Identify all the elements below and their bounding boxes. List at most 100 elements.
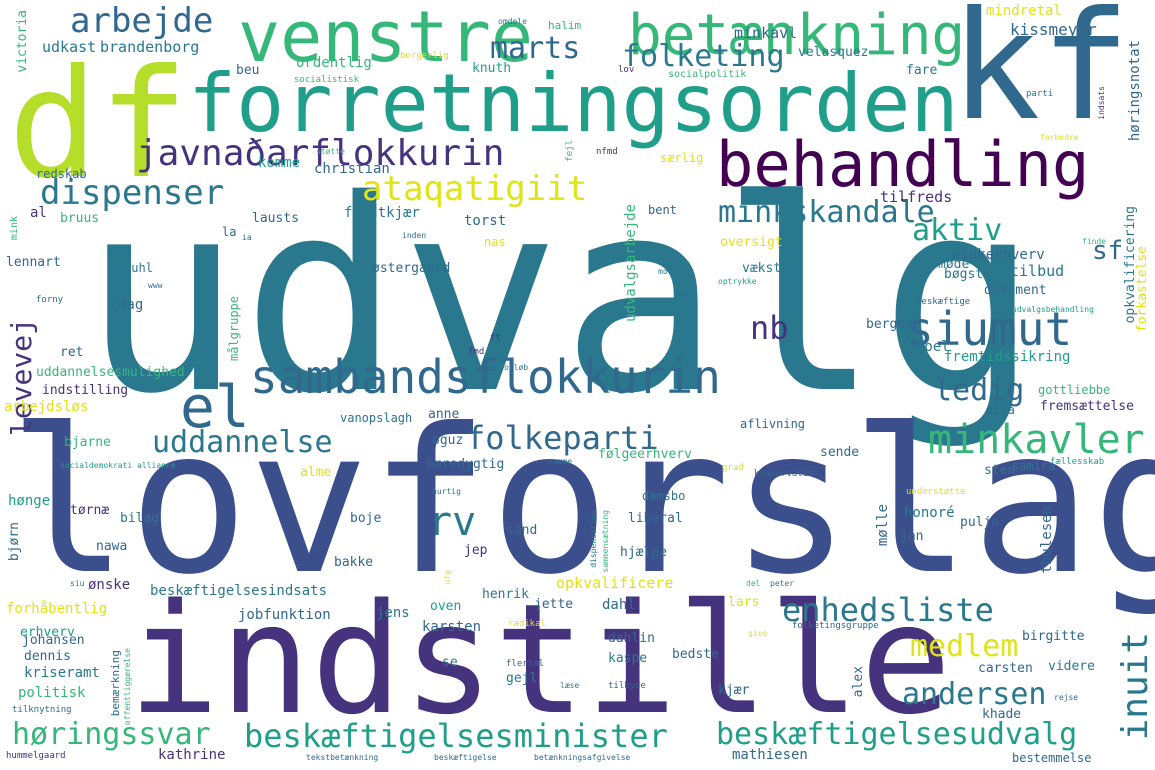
word-alex: alex — [851, 666, 866, 698]
word-folketingsgruppe: folketingsgruppe — [792, 621, 879, 631]
word-sp: sp — [678, 289, 688, 298]
word-erhverv: erhverv — [20, 625, 75, 640]
word-dahlin: dahlin — [608, 631, 655, 646]
word-redskab: redskab — [36, 167, 87, 181]
word-fmd: fmd — [468, 347, 485, 357]
word-morten: morten — [658, 267, 687, 276]
word-siu: siu — [70, 579, 85, 588]
word-hurtig: hurtig — [432, 487, 461, 496]
word-maalgruppe: målgruppe — [227, 296, 241, 362]
word-peter: peter — [770, 579, 795, 588]
word-tilbud: tilbud — [1010, 262, 1065, 280]
word-samira: samira — [1012, 459, 1056, 473]
word-gottliebbe: gottliebbe — [1038, 383, 1111, 397]
word-anne: anne — [428, 407, 460, 422]
word-brandenborg: brandenborg — [100, 38, 200, 56]
word-carsten: carsten — [978, 661, 1033, 676]
word-marts: marts — [490, 31, 581, 66]
word-grad: grad — [722, 463, 744, 473]
word-give: give — [748, 629, 768, 638]
word-halim: halim — [548, 19, 582, 32]
word-la: la — [222, 225, 237, 239]
word-minkavl: minkavl — [734, 24, 798, 42]
word-fremsaettelse: fremsættelse — [1040, 399, 1134, 414]
word-laese: læse — [560, 681, 580, 690]
word-forbedre: forbedre — [1040, 133, 1079, 142]
word-folkeparti: folkeparti — [466, 419, 659, 457]
word-mindretal: mindretal — [986, 3, 1062, 19]
word-dispenser: dispenser — [40, 173, 225, 213]
word-karsten: karsten — [422, 619, 482, 635]
word-boje: boje — [350, 511, 382, 526]
word-nawa: nawa — [96, 539, 128, 554]
word-beskaeftigelsesindsats: beskæftigelsesindsats — [150, 583, 328, 599]
word-stoette: støtte — [316, 147, 345, 156]
word-nfmd: nfmd — [596, 147, 618, 157]
word-behandling: behandling — [716, 128, 1090, 201]
word-olldag: olldag — [349, 322, 362, 362]
word-konservativ: konservativ — [754, 469, 814, 479]
word-bedste: bedste — [672, 647, 719, 662]
word-bjoern: bjørn — [7, 522, 22, 562]
word-opkvalificere: opkvalificere — [556, 574, 674, 592]
word-understoette: understøtte — [906, 487, 966, 497]
word-minkavler: minkavler — [928, 417, 1145, 463]
word-saerlig: særlig — [660, 151, 704, 165]
word-velasquez: velasquez — [798, 45, 869, 60]
word-kriseramt: kriseramt — [24, 665, 100, 681]
word-kaspe: kaspe — [608, 651, 648, 666]
word-oversigt: oversigt — [720, 235, 783, 250]
word-vaekst: vækst — [742, 261, 782, 276]
word-folketing: folketing — [622, 39, 785, 74]
word-politisk: politisk — [18, 685, 86, 701]
word-betaenkning: betænkning — [628, 3, 966, 68]
word-oguz: oguz — [432, 433, 464, 448]
word-beu: beu — [236, 63, 260, 78]
word-baeredygtig: bæredygtig — [426, 457, 505, 472]
word-udvalgsarbejde: udvalgsarbejde — [623, 204, 639, 323]
word-inuit: inuit — [1115, 632, 1155, 741]
word-levevej: levevej — [5, 318, 38, 437]
word-bruus: bruus — [60, 211, 100, 226]
word-nas: nas — [484, 235, 506, 249]
word-se: se — [442, 655, 458, 670]
word-christian: christian — [314, 161, 390, 177]
word-beskaeftigelse: beskæftigelse — [434, 753, 497, 762]
word-betaenkningsafgivelse: betænkningsafgivelse — [534, 753, 631, 762]
word-optrykke: optrykke — [718, 277, 757, 286]
word-damsbo: damsbo — [642, 489, 686, 503]
word-lov: lov — [618, 65, 635, 75]
word-bergman: bergman — [866, 317, 921, 332]
word-flertal: flertal — [506, 659, 544, 669]
word-offentliggoerelse: offentliggørelse — [123, 648, 132, 726]
word-tilknytning: tilknytning — [12, 705, 72, 715]
word-forny: forny — [36, 295, 64, 305]
word-ataqatigiit: ataqatigiit — [362, 169, 588, 209]
word-uddannelsesmulighed: uddannelsesmulighed — [36, 365, 185, 380]
word-alme: alme — [300, 465, 332, 480]
word-johansen: johansen — [22, 633, 85, 648]
word-juhl: juhl — [124, 261, 153, 275]
word-bakke: bakke — [334, 555, 374, 570]
word-oenske: ønske — [88, 577, 131, 593]
word-moede: møde — [938, 257, 970, 272]
word-fejl: fejl — [565, 140, 575, 162]
word-finde: finde — [1082, 237, 1107, 246]
word-henrik: henrik — [482, 587, 529, 602]
word-al: al — [30, 205, 47, 221]
word-liberal: liberal — [628, 511, 683, 526]
word-faellesskab: fællesskab — [1050, 457, 1105, 467]
word-beskaeftige: beskæftige — [916, 297, 971, 307]
word-vanopslagh: vanopslagh — [340, 411, 413, 425]
word-jette: jette — [534, 597, 574, 612]
word-flydtkjaer: flydtkjær — [344, 205, 420, 221]
word-nb: nb — [750, 309, 789, 347]
word-sambandsflokkurin: sambandsflokkurin — [250, 350, 721, 404]
word-rv: rv — [428, 499, 477, 545]
word-dag: dag — [118, 297, 144, 313]
word-kjaer: kjær — [718, 683, 750, 698]
word-sende: sende — [820, 445, 860, 460]
word-ledig: ledig — [934, 373, 1025, 408]
word-gejl: gejl — [506, 671, 538, 686]
word-tilbyde: tilbyde — [608, 681, 646, 691]
